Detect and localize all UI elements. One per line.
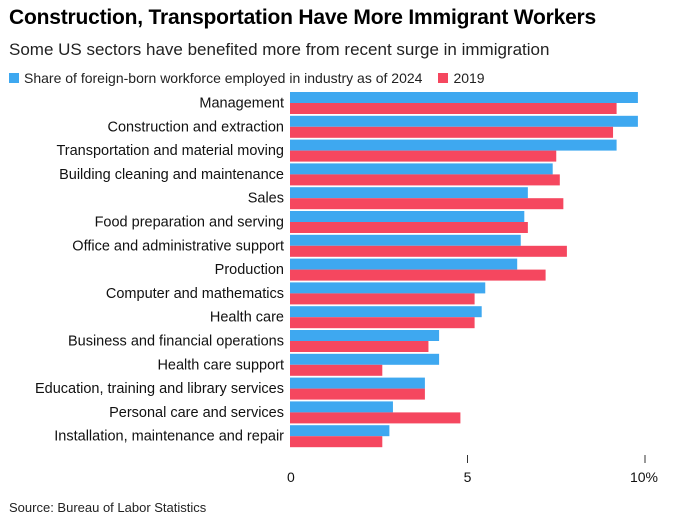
category-label: Food preparation and serving	[95, 215, 284, 231]
category-label: Construction and extraction	[107, 119, 284, 135]
bar-2024-14	[290, 425, 390, 437]
category-label: Installation, maintenance and repair	[54, 429, 284, 445]
bar-2024-3	[290, 163, 553, 175]
bar-2024-5	[290, 211, 525, 222]
category-label: Health care	[210, 310, 284, 326]
legend-label-2019: 2019	[453, 70, 485, 86]
category-label: Education, training and library services	[35, 381, 284, 397]
bar-2024-6	[290, 234, 521, 246]
chart-legend: Share of foreign-born workforce employed…	[9, 70, 501, 86]
x-tick-label: 5	[464, 469, 472, 485]
category-label: Business and financial operations	[68, 334, 284, 350]
bar-2019-8	[290, 293, 475, 305]
bar-2019-10	[290, 341, 429, 352]
x-tick-label: 0	[287, 469, 295, 485]
bar-2024-11	[290, 353, 440, 365]
bar-2019-14	[290, 436, 383, 448]
bar-2019-1	[290, 126, 614, 138]
legend-item-2019: 2019	[438, 70, 485, 86]
legend-label-2024: Share of foreign-born workforce employed…	[24, 70, 423, 86]
bar-2024-0	[290, 92, 638, 103]
bar-2024-2	[290, 139, 617, 151]
bar-2019-3	[290, 174, 560, 186]
bar-2024-1	[290, 115, 638, 127]
category-label: Management	[199, 96, 284, 112]
category-label: Building cleaning and maintenance	[59, 167, 284, 183]
bar-2019-12	[290, 388, 425, 400]
bar-2019-6	[290, 245, 567, 257]
chart-source: Source: Bureau of Labor Statistics	[9, 500, 207, 515]
legend-swatch-2019	[438, 73, 449, 83]
category-label: Office and administrative support	[72, 238, 284, 254]
legend-swatch-2024	[9, 73, 19, 83]
category-label: Health care support	[157, 357, 284, 373]
chart-subtitle: Some US sectors have benefited more from…	[9, 40, 550, 59]
category-label: Computer and mathematics	[106, 286, 284, 302]
bar-2019-13	[290, 412, 461, 424]
chart-title: Construction, Transportation Have More I…	[9, 6, 597, 29]
legend-item-2024: Share of foreign-born workforce employed…	[9, 70, 422, 86]
category-label: Transportation and material moving	[56, 143, 284, 159]
bar-2019-5	[290, 222, 528, 233]
category-label: Sales	[248, 191, 284, 207]
bar-2019-9	[290, 317, 475, 329]
bar-2024-12	[290, 377, 425, 389]
bar-2019-11	[290, 364, 383, 376]
category-label: Production	[215, 262, 284, 278]
bar-2024-10	[290, 330, 440, 341]
x-tick-label: 10%	[630, 469, 658, 485]
bar-2024-9	[290, 306, 482, 318]
category-label: Personal care and services	[109, 405, 284, 421]
bar-2024-13	[290, 401, 393, 413]
bar-2019-7	[290, 269, 546, 281]
bar-2019-4	[290, 198, 564, 210]
bar-2024-4	[290, 187, 528, 199]
bar-2019-2	[290, 150, 557, 162]
bar-2024-7	[290, 258, 518, 270]
bar-2024-8	[290, 282, 486, 294]
bar-2019-0	[290, 103, 617, 114]
